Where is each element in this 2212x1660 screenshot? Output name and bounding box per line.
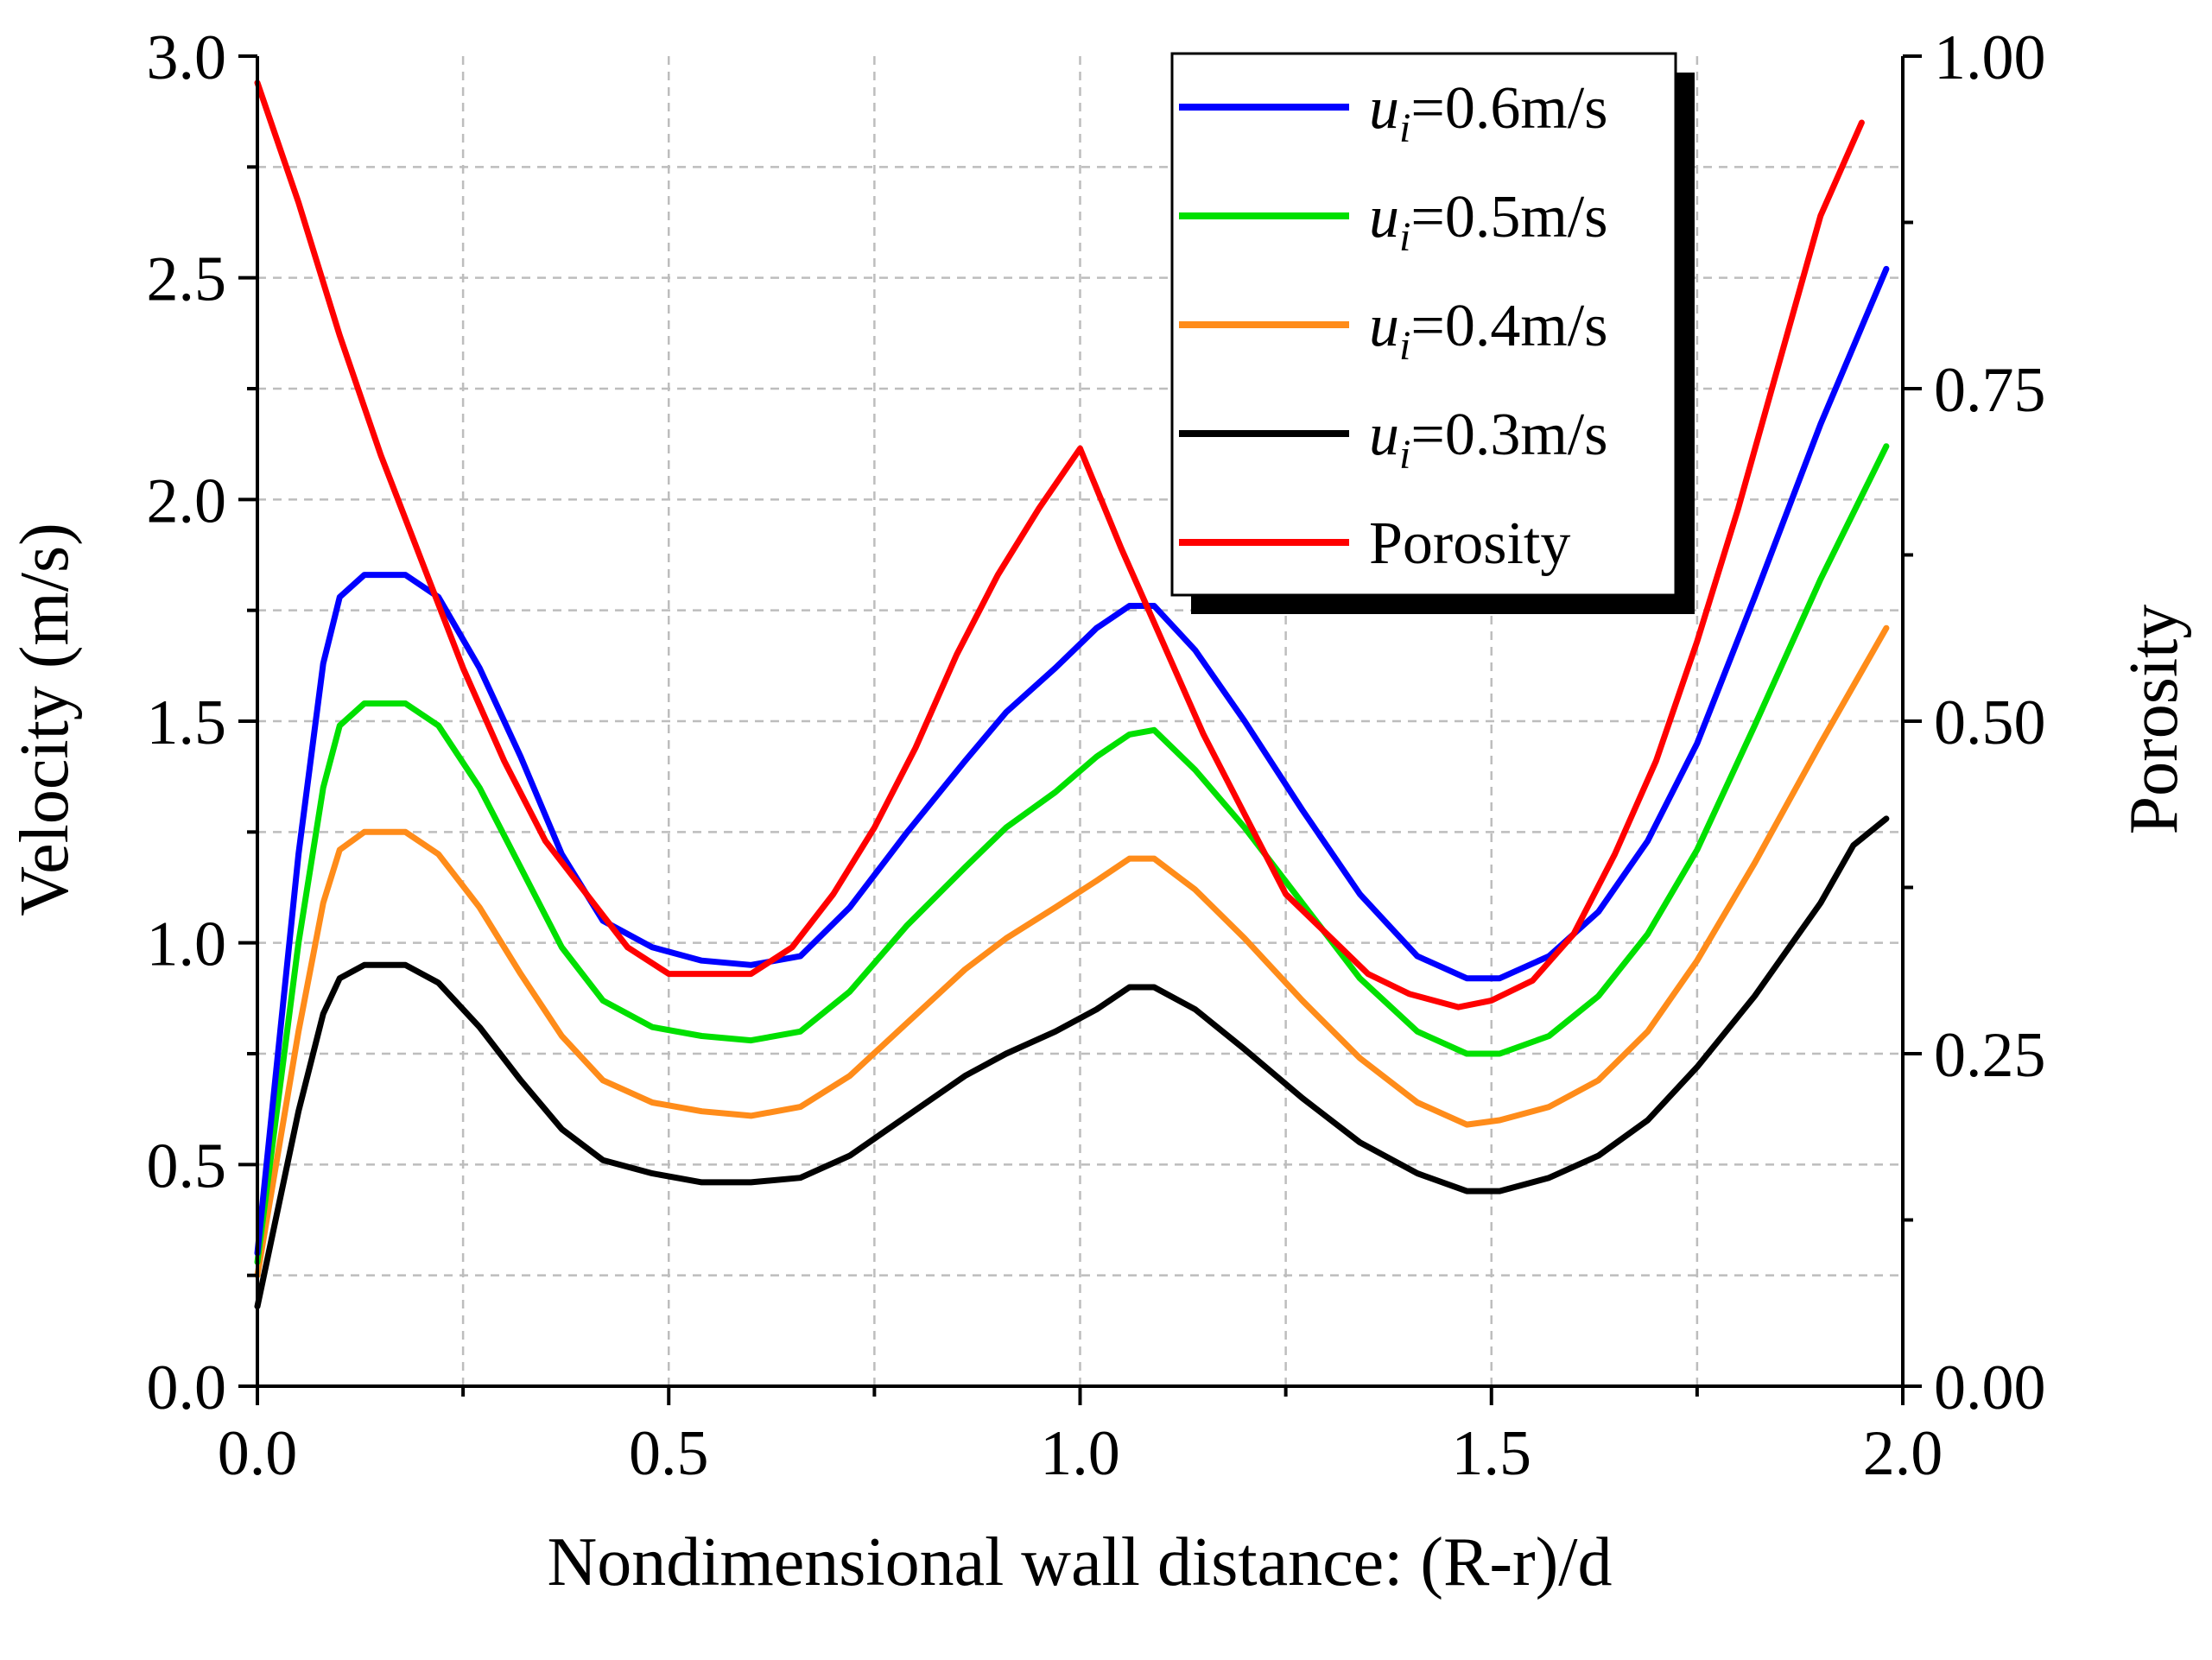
series-line-1 <box>254 443 1890 1265</box>
y-tick-label: 1.0 <box>147 909 227 980</box>
y2-tick-label: 1.00 <box>1934 22 2046 93</box>
legend-label-subscript: i <box>1399 323 1410 369</box>
legend-label-3: ui=0.3m/s <box>1369 402 1607 478</box>
series-lines <box>254 79 1890 1310</box>
axes <box>238 54 1922 1405</box>
legend-label-subscript: i <box>1399 105 1410 151</box>
legend-label-main: u <box>1369 402 1399 468</box>
tick-labels: 0.0 0.5 1.0 1.5 2.0 0.0 0.5 1.0 1.5 2.0 2.5 3.0 0.00… <box>147 22 2046 1489</box>
series-line-2 <box>254 624 1890 1279</box>
legend-label-4: Porosity <box>1369 510 1570 577</box>
legend: ui=0.6m/sui=0.5m/sui=0.4m/sui=0.3m/sPoro… <box>1170 52 1695 614</box>
y-tick-label: 3.0 <box>147 22 227 93</box>
legend-label-main: Porosity <box>1369 510 1570 577</box>
legend-label-value: =0.3m/s <box>1410 402 1607 468</box>
y2-tick-label: 0.50 <box>1934 687 2046 758</box>
legend-label-main: u <box>1369 184 1399 250</box>
y-tick-label: 2.5 <box>147 244 227 315</box>
y-tick-label: 0.5 <box>147 1131 227 1201</box>
y-tick-label: 1.5 <box>147 687 227 758</box>
legend-label-value: =0.5m/s <box>1410 184 1607 250</box>
y2-axis-title: Porosity <box>2116 605 2192 835</box>
legend-label-subscript: i <box>1399 432 1410 478</box>
legend-label-2: ui=0.4m/s <box>1369 293 1607 369</box>
legend-label-0: ui=0.6m/s <box>1369 75 1607 151</box>
x-tick-label: 1.5 <box>1452 1418 1532 1489</box>
x-tick-label: 0.5 <box>629 1418 709 1489</box>
y2-tick-label: 0.75 <box>1934 355 2046 426</box>
legend-label-main: u <box>1369 75 1399 142</box>
x-tick-label: 2.0 <box>1863 1418 1943 1489</box>
x-axis-title: Nondimensional wall distance: (R-r)/d <box>547 1524 1612 1600</box>
series-line-3 <box>254 815 1890 1310</box>
legend-label-1: ui=0.5m/s <box>1369 184 1607 260</box>
x-tick-label: 0.0 <box>218 1418 298 1489</box>
legend-label-value: =0.4m/s <box>1410 293 1607 359</box>
y-axis-title: Velocity (m/s) <box>7 523 83 916</box>
legend-label-subscript: i <box>1399 214 1410 260</box>
legend-label-value: =0.6m/s <box>1410 75 1607 142</box>
x-tick-label: 1.0 <box>1040 1418 1120 1489</box>
y2-tick-label: 0.25 <box>1934 1020 2046 1091</box>
series-line-4 <box>254 79 1865 1011</box>
y2-tick-label: 0.00 <box>1934 1353 2046 1423</box>
y-tick-label: 0.0 <box>147 1353 227 1423</box>
legend-label-main: u <box>1369 293 1399 359</box>
y-tick-label: 2.0 <box>147 466 227 536</box>
